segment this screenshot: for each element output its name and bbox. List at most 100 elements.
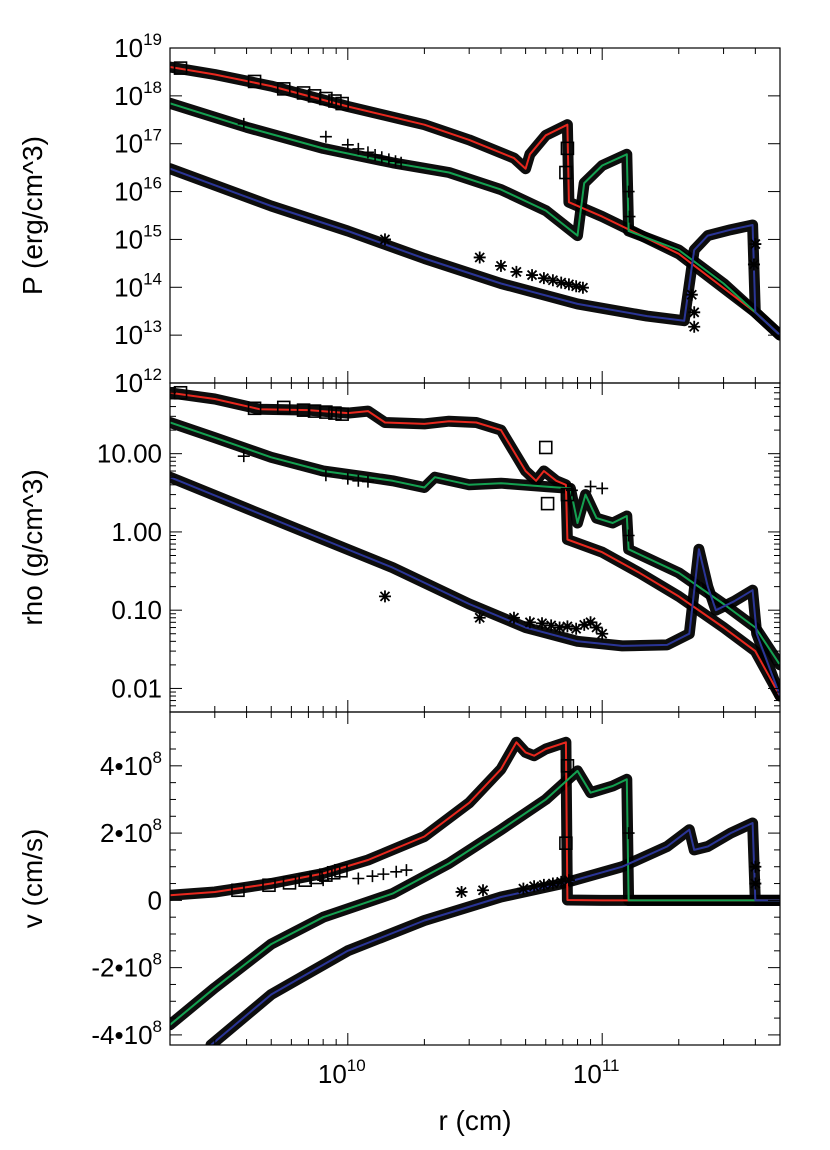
plot-area bbox=[170, 385, 780, 702]
plus-marker bbox=[382, 153, 395, 166]
asterisk-marker bbox=[455, 885, 468, 898]
asterisk-marker bbox=[562, 278, 575, 291]
x-tick-label-exponent: 11 bbox=[602, 1056, 620, 1075]
asterisk-marker bbox=[555, 875, 568, 888]
y-axis-title: rho (g/cm^3) bbox=[17, 469, 48, 625]
series-line-blue bbox=[170, 476, 780, 697]
asterisk-marker bbox=[378, 590, 391, 603]
square-marker bbox=[319, 91, 333, 106]
y-tick-label-base: 2•10 bbox=[100, 818, 152, 848]
plus-marker bbox=[319, 130, 332, 143]
y-tick-label-exponent: 13 bbox=[143, 317, 162, 336]
y-tick-label: 2•108 bbox=[100, 815, 162, 848]
asterisk-marker bbox=[545, 619, 558, 632]
marker-trail-red bbox=[170, 736, 780, 906]
asterisk-marker bbox=[546, 877, 559, 890]
plus-marker bbox=[341, 138, 354, 151]
y-tick-label-base: 10 bbox=[114, 368, 143, 398]
plot-area bbox=[170, 736, 780, 1045]
asterisk-marker bbox=[494, 259, 507, 272]
square-marker bbox=[262, 878, 276, 893]
plus-marker bbox=[390, 865, 403, 878]
series-line-green bbox=[170, 421, 780, 666]
x-tick-label: 1011 bbox=[573, 1056, 620, 1089]
asterisk-marker bbox=[507, 611, 520, 624]
square-marker bbox=[276, 82, 291, 96]
plus-marker bbox=[622, 529, 635, 542]
y-tick-label-base: 10 bbox=[114, 272, 143, 302]
asterisk-marker bbox=[561, 620, 574, 633]
asterisk-marker bbox=[685, 288, 698, 301]
asterisk-marker bbox=[590, 621, 603, 634]
asterisk-marker bbox=[749, 238, 762, 251]
y-tick-label: 1014 bbox=[114, 269, 162, 302]
plus-marker bbox=[352, 142, 365, 155]
y-tick-label-exponent: 8 bbox=[153, 1017, 162, 1036]
y-tick-label: 1018 bbox=[114, 78, 162, 111]
plus-marker bbox=[375, 151, 388, 164]
asterisk-marker bbox=[562, 874, 575, 887]
y-tick-label: 1015 bbox=[114, 221, 162, 254]
panel-frame bbox=[169, 711, 781, 1046]
square-marker bbox=[326, 865, 341, 880]
series-line-green bbox=[170, 769, 780, 1026]
y-tick-label-exponent: 8 bbox=[153, 950, 162, 969]
asterisk-marker bbox=[537, 272, 550, 285]
asterisk-marker bbox=[747, 258, 760, 271]
asterisk-marker bbox=[576, 281, 589, 294]
series-line-blue bbox=[210, 822, 780, 1045]
square-marker bbox=[335, 407, 349, 421]
y-tick-label: 0.01 bbox=[111, 673, 162, 703]
panel-frame bbox=[169, 382, 781, 713]
square-marker bbox=[247, 74, 262, 89]
asterisk-marker bbox=[537, 878, 550, 891]
asterisk-marker bbox=[473, 611, 486, 624]
square-marker bbox=[309, 870, 323, 885]
asterisk-marker bbox=[526, 269, 539, 282]
series-line-green bbox=[170, 102, 780, 336]
plus-marker bbox=[319, 469, 332, 482]
axis-ticks bbox=[169, 712, 781, 1045]
y-tick-label: 0.10 bbox=[111, 595, 162, 625]
y-tick-label: 1017 bbox=[114, 126, 162, 159]
plus-marker bbox=[389, 155, 402, 168]
y-tick-label: 10.00 bbox=[97, 439, 162, 469]
y-tick-label-exponent: 18 bbox=[143, 78, 162, 97]
y-tick-label-base: 10 bbox=[114, 33, 143, 63]
square-marker bbox=[560, 141, 575, 156]
y-tick-label-exponent: 8 bbox=[153, 748, 162, 767]
square-marker bbox=[328, 406, 342, 420]
panel-frame bbox=[169, 47, 781, 384]
square-marker bbox=[231, 883, 245, 898]
asterisk-marker bbox=[749, 877, 762, 890]
plus-marker bbox=[400, 864, 413, 877]
plus-marker bbox=[369, 149, 382, 162]
plus-marker bbox=[361, 146, 374, 159]
y-tick-label: -4•108 bbox=[91, 1017, 162, 1050]
plus-marker bbox=[352, 872, 365, 885]
series-line-red bbox=[170, 391, 780, 697]
y-tick-label-exponent: 19 bbox=[143, 30, 162, 49]
asterisk-marker bbox=[555, 276, 568, 289]
square-marker bbox=[319, 405, 333, 419]
asterisk-marker bbox=[553, 621, 566, 634]
asterisk-marker bbox=[536, 617, 549, 630]
y-tick-label-exponent: 15 bbox=[143, 221, 162, 240]
y-tick-label-exponent: 17 bbox=[143, 126, 162, 145]
y-tick-label-exponent: 14 bbox=[143, 269, 162, 288]
square-marker bbox=[296, 403, 311, 417]
series-line-blue bbox=[170, 167, 780, 336]
asterisk-marker bbox=[688, 306, 701, 319]
y-axis-title: P (erg/cm^3) bbox=[17, 136, 48, 295]
square-marker bbox=[296, 86, 311, 100]
y-tick-label-exponent: 12 bbox=[143, 365, 162, 384]
y-tick-label-exponent: 8 bbox=[153, 815, 162, 834]
plus-marker bbox=[237, 117, 250, 130]
asterisk-marker bbox=[570, 622, 583, 635]
asterisk-marker bbox=[688, 320, 701, 333]
asterisk-marker bbox=[477, 884, 490, 897]
plus-marker bbox=[596, 482, 609, 495]
x-axis-title: r (cm) bbox=[438, 1105, 511, 1136]
y-tick-label: 1012 bbox=[114, 365, 162, 398]
